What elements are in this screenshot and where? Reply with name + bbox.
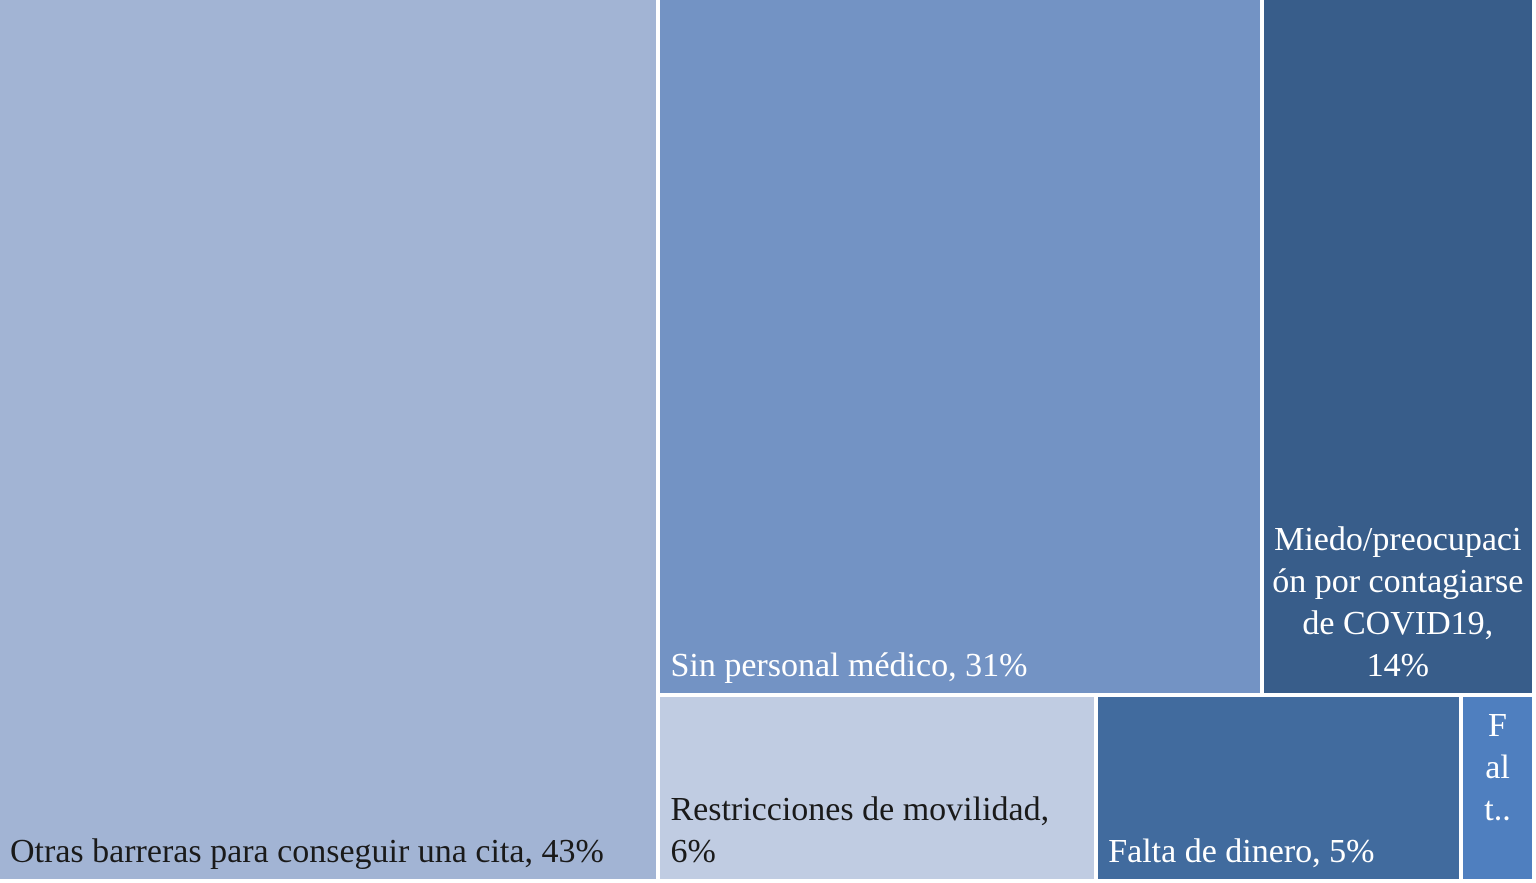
tile: Miedo/preocupación por contagiarse de CO… — [1263, 0, 1532, 694]
tile: Sin personal médico, 31% — [660, 0, 1260, 694]
tile-label: Sin personal médico, 31% — [670, 647, 1028, 685]
tile-label: Restricciones de movilidad, 6% — [670, 790, 1050, 870]
tile: Restricciones de movilidad, 6% — [660, 697, 1095, 879]
tile: F al t.. — [1463, 697, 1532, 879]
tile-label: Falta de dinero, 5% — [1108, 832, 1375, 870]
tile-label: Otras barreras para conseguir una cita, … — [10, 833, 604, 870]
tile: Falta de dinero, 5% — [1098, 697, 1460, 879]
tile-label: Miedo/preocupación por contagiarse de CO… — [1272, 521, 1524, 685]
tile-label: F al t.. — [1484, 707, 1511, 829]
tile: Otras barreras para conseguir una cita, … — [0, 0, 657, 879]
